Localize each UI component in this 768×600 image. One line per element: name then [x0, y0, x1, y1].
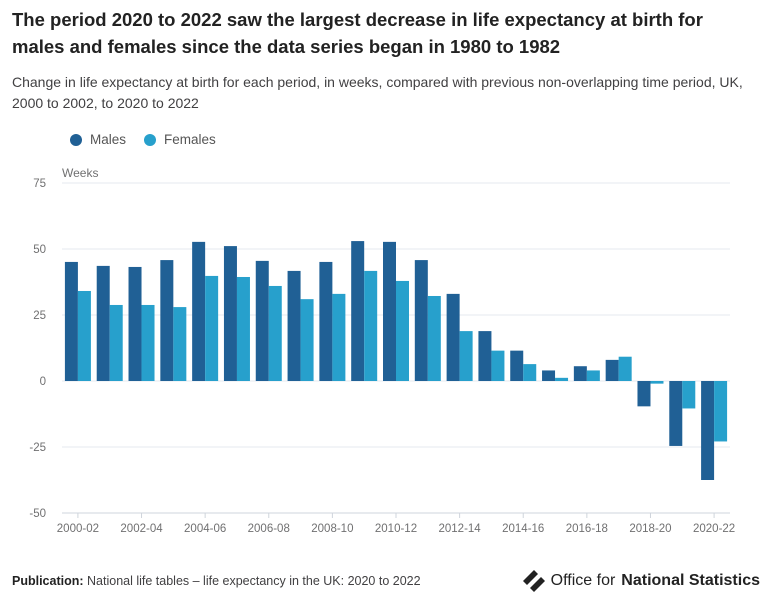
legend-item-females[interactable]: Females [144, 132, 216, 147]
bar-males [64, 261, 78, 381]
x-tick-label: 2012-14 [439, 523, 482, 535]
x-tick-label: 2004-06 [184, 523, 226, 535]
bar-females [618, 356, 632, 381]
bar-females [205, 275, 219, 381]
bar-females [109, 304, 123, 381]
ons-logo-icon [522, 570, 545, 592]
bar-females [682, 381, 696, 409]
bar-females [300, 299, 314, 381]
bar-males [287, 270, 301, 381]
footer: Publication: National life tables – life… [12, 573, 509, 589]
bar-males [96, 265, 110, 381]
bar-females [555, 377, 569, 381]
x-tick-label: 2014-16 [502, 523, 544, 535]
chart-subtitle: Change in life expectancy at birth for e… [12, 74, 743, 111]
bar-females [523, 364, 537, 381]
publication-link[interactable]: National life tables – life expectancy i… [87, 574, 421, 588]
bar-females [268, 285, 282, 381]
legend-label-females: Females [164, 132, 216, 147]
bar-males [383, 241, 396, 381]
bar-males [223, 246, 237, 381]
y-axis-label: Weeks [62, 166, 98, 180]
bar-males [255, 260, 269, 381]
bar-males [446, 293, 460, 381]
x-tick-label: 2010-12 [375, 523, 417, 535]
bar-females [173, 307, 187, 381]
bar-females [427, 295, 441, 381]
bar-males [573, 366, 587, 381]
y-tick-label: -25 [29, 442, 46, 454]
bar-males [542, 370, 556, 381]
x-tick-label: 2002-04 [120, 523, 163, 535]
bar-females [459, 331, 473, 381]
bar-females [491, 350, 505, 381]
bar-females [364, 270, 378, 381]
y-tick-label: 50 [33, 244, 46, 256]
bar-females [714, 381, 728, 442]
bar-males [351, 241, 365, 381]
bar-males [192, 241, 206, 381]
females-swatch [144, 133, 157, 146]
y-tick-label: 0 [40, 376, 46, 388]
legend: Males Females [12, 132, 760, 147]
legend-label-males: Males [90, 132, 127, 147]
y-tick-label: 25 [33, 310, 46, 322]
bar-females [396, 280, 409, 381]
x-tick-label: 2018-20 [629, 523, 671, 535]
bar-males [478, 331, 492, 381]
bar-males [160, 260, 174, 381]
bar-females [332, 293, 346, 381]
bar-females [650, 381, 664, 384]
bar-males [605, 359, 619, 381]
bar-males [701, 381, 715, 480]
chart-header: The period 2020 to 2022 saw the largest … [12, 6, 760, 147]
x-tick-label: 2016-18 [566, 523, 608, 535]
bar-females [141, 304, 155, 381]
bar-females [586, 370, 600, 381]
y-tick-label: 75 [33, 178, 46, 190]
x-tick-label: 2020-22 [693, 523, 735, 535]
bar-females [77, 290, 91, 381]
x-tick-label: 2008-10 [311, 523, 353, 535]
bar-males [319, 261, 333, 381]
y-tick-label: -50 [29, 508, 46, 520]
bar-males [510, 350, 524, 381]
ons-logo: Office for National Statistics [522, 570, 760, 592]
bar-males [669, 381, 683, 446]
males-swatch [70, 133, 82, 146]
x-tick-label: 2006-08 [248, 523, 290, 535]
bar-males [637, 381, 651, 407]
logo-text-bold: National Statistics [621, 572, 760, 589]
publication-label: Publication: [12, 574, 84, 588]
x-tick-label: 2000-02 [57, 523, 99, 535]
chart-title: The period 2020 to 2022 saw the largest … [12, 9, 703, 57]
bar-males [414, 260, 428, 381]
legend-item-males[interactable]: Males [70, 132, 126, 147]
bar-females [236, 276, 250, 381]
footer-row: Publication: National life tables – life… [12, 570, 760, 592]
bar-males [128, 266, 142, 381]
logo-text-regular: Office for [550, 572, 616, 589]
